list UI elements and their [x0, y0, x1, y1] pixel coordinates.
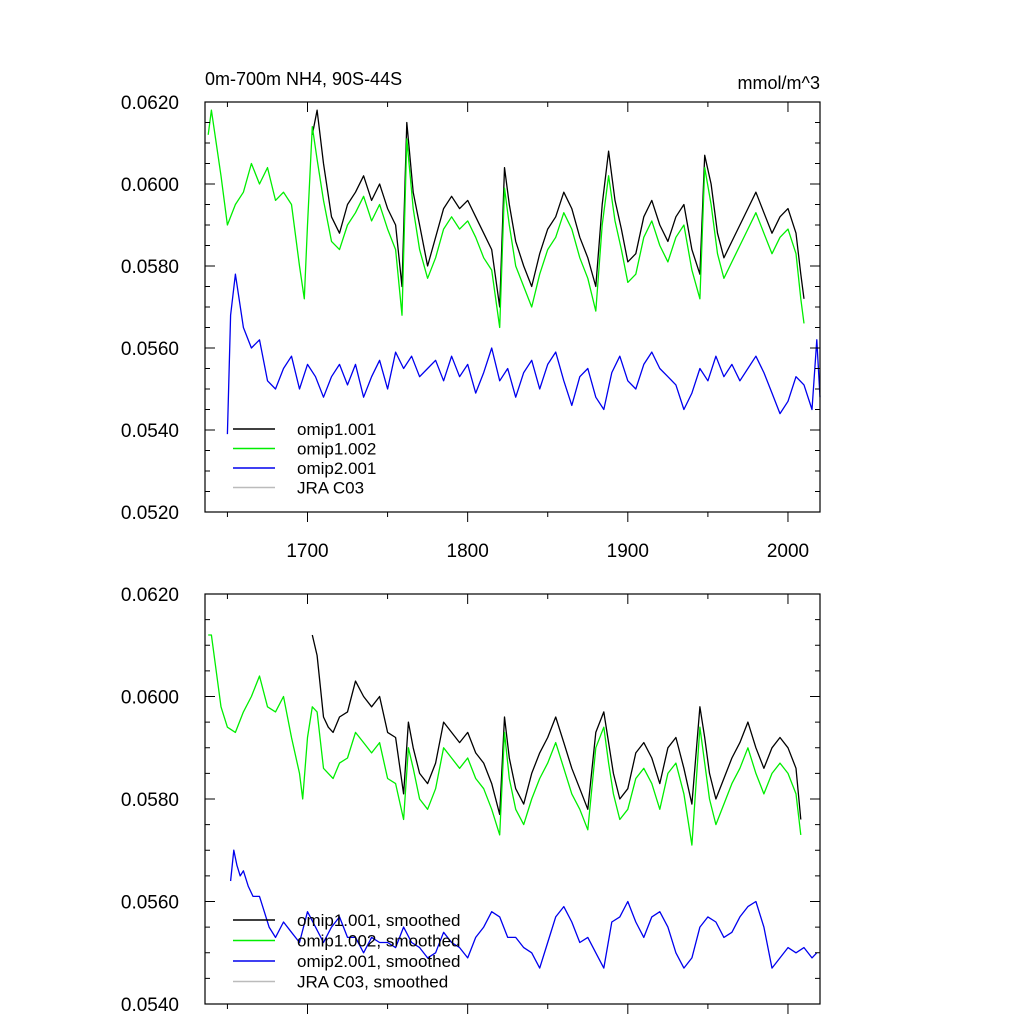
y-tick-label: 0.0580 — [121, 790, 179, 811]
legend-label-1: omip1.001 — [297, 420, 376, 439]
legend-label-4: JRA C03, smoothed — [297, 973, 448, 992]
y-tick-label: 0.0540 — [121, 421, 179, 442]
chart-panel-1: 0.0520 0.0540 0.0560 0.0580 0.0600 0.0620 1700… — [121, 69, 821, 562]
x-tick-label: 1900 — [607, 541, 649, 562]
legend-label-1: omip1.001, smoothed — [297, 911, 461, 930]
x-tick-label: 1700 — [286, 541, 328, 562]
series-line-2-1 — [311, 634, 802, 820]
y-tick-label: 0.0620 — [121, 585, 179, 606]
series-line-2-3 — [229, 849, 818, 969]
chart-panel-2: 0.0540 0.0560 0.0580 0.0600 0.0620 omip1.001,… — [121, 585, 821, 1016]
y-tick-label: 0.0520 — [121, 503, 179, 524]
y-tick-label: 0.0540 — [121, 995, 179, 1016]
y-tick-label: 0.0600 — [121, 688, 179, 709]
y-tick-label: 0.0560 — [121, 893, 179, 914]
y-tick-label: 0.0600 — [121, 175, 179, 196]
y-tick-label: 0.0580 — [121, 257, 179, 278]
series-line-1-2 — [207, 109, 805, 329]
legend-label-3: omip2.001, smoothed — [297, 952, 461, 971]
legend-label-3: omip2.001 — [297, 459, 376, 478]
legend-label-2: omip1.002, smoothed — [297, 932, 461, 951]
series-line-1-3 — [226, 273, 821, 435]
series-line-2-2 — [208, 634, 802, 846]
x-tick-label: 1800 — [447, 541, 489, 562]
legend-label-4: JRA C03 — [297, 479, 364, 498]
chart-title-left: 0m-700m NH4, 90S-44S — [205, 69, 402, 89]
x-tick-label: 2000 — [767, 541, 809, 562]
legend-label-2: omip1.002 — [297, 440, 376, 459]
y-tick-label: 0.0620 — [121, 93, 179, 114]
y-tick-label: 0.0560 — [121, 339, 179, 360]
chart-title-right: mmol/m^3 — [738, 73, 820, 93]
series-line-1-1 — [311, 109, 805, 308]
